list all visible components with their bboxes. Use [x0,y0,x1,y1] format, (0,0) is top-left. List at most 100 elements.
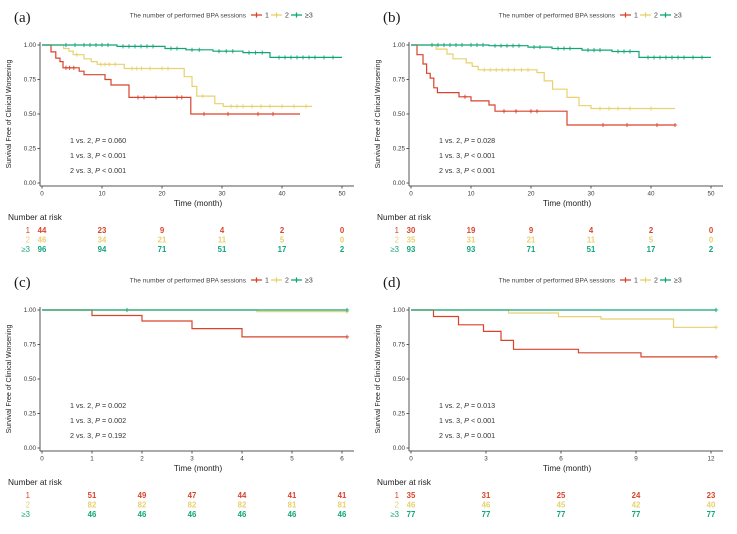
censor-mark-icon [474,42,480,48]
risk-count: 46 [88,510,97,519]
y-axis-title: Survival Free of Clinical Worsening [375,59,382,168]
risk-count: 23 [707,491,716,500]
x-tick-label: 3 [190,456,194,463]
legend-item-2: 2 [640,12,658,20]
panel-label-a: (a) [14,10,31,26]
panel-b: (b) The number of performed BPA sessions 1… [369,0,737,264]
risk-count: 82 [238,501,247,510]
censor-mark-icon [606,106,612,111]
risk-count: 0 [340,236,345,245]
censor-mark-icon [312,55,318,60]
legend-item-label: 2 [285,278,289,285]
risk-count: 93 [407,245,416,254]
y-tick-label: 0.25 [24,411,37,418]
risk-count: 2 [709,245,714,254]
censor-mark-icon [276,55,282,60]
y-tick-label: 0.00 [393,180,406,187]
panel-label-b: (b) [383,10,401,26]
censor-mark-icon [627,106,633,111]
censor-mark-icon [246,50,252,55]
risk-count: 24 [632,491,641,500]
risk-count: 4 [220,226,225,235]
censor-mark-icon [516,43,522,48]
risk-count: 31 [467,236,476,245]
pvalue-annotation: 2 vs. 3, P < 0.001 [70,166,126,175]
censor-mark-icon [225,111,231,117]
pvalue-annotation: 1 vs. 3, P < 0.001 [439,416,495,425]
legend-item-≥3: ≥3 [291,12,313,20]
censor-mark-icon [672,122,678,128]
legend-item-1: 1 [620,277,638,285]
risk-count: 81 [338,501,347,510]
risk-count: 94 [98,245,107,254]
risk-count: 46 [407,501,416,510]
risk-table-header: Number at risk [8,212,63,222]
risk-count: 4 [589,226,594,235]
censor-mark-icon [482,67,487,72]
censor-mark-icon [139,66,144,71]
risk-count: 21 [158,236,167,245]
legend-item-2: 2 [640,277,658,285]
legend-item-label: 1 [634,13,638,20]
y-tick-label: 0.00 [393,445,406,452]
censor-mark-icon [105,42,111,48]
risk-count: 71 [527,245,536,254]
x-tick-label: 40 [278,191,286,198]
censor-mark-icon [648,106,654,111]
x-axis-title: Time (month) [174,464,223,473]
censor-mark-icon [179,95,184,100]
legend-item-label: 1 [634,278,638,285]
censor-mark-icon [453,42,459,48]
censor-mark-icon [462,94,468,99]
censor-mark-icon [480,42,486,48]
risk-count: 30 [407,226,416,235]
censor-mark-icon [303,104,309,109]
censor-mark-icon [153,95,159,100]
risk-row-label: ≥3 [390,510,399,519]
censor-mark-icon [102,62,108,67]
censor-mark-icon [597,48,603,53]
risk-row-label: 2 [395,501,399,510]
legend-title: The number of performed BPA sessions [130,13,247,20]
risk-count: 93 [467,245,476,254]
risk-count: 21 [527,236,536,245]
censor-mark-icon [134,66,139,71]
risk-count: 25 [557,491,566,500]
x-tick-label: 2 [140,456,144,463]
panel-a: (a) The number of performed BPA sessions 1… [0,0,368,264]
risk-count: 51 [587,245,596,254]
risk-count: 31 [482,491,491,500]
censor-mark-icon [253,50,258,55]
risk-row-label: ≥3 [21,510,30,519]
risk-count: 0 [709,226,714,235]
risk-count: 46 [288,510,297,519]
y-tick-label: 1.00 [393,42,406,49]
censor-mark-icon [645,55,651,60]
censor-mark-icon [288,55,294,60]
censor-mark-icon [129,66,135,71]
censor-mark-icon [200,93,205,99]
censor-mark-icon [74,52,79,57]
risk-count: 71 [158,245,167,254]
risk-row-label: 1 [26,226,30,235]
pvalue-annotation: 1 vs. 2, P = 0.013 [439,401,495,410]
panel-c: (c) The number of performed BPA sessions 1… [0,265,368,529]
x-tick-label: 0 [409,191,413,198]
risk-count: 5 [649,236,654,245]
censor-mark-icon [504,43,510,48]
risk-count: 77 [557,510,566,519]
y-axis-title: Survival Free of Clinical Worsening [375,324,382,433]
pvalue-annotation: 1 vs. 2, P = 0.060 [70,136,126,145]
risk-count: 46 [338,510,347,519]
survival-curve-group2 [411,309,716,328]
censor-mark-icon [300,55,306,60]
censor-mark-icon [189,47,195,52]
risk-row-label: 2 [395,236,399,245]
censor-mark-icon [531,44,537,50]
censor-mark-icon [699,55,705,60]
risk-table-header: Number at risk [8,477,63,487]
legend-title: The number of performed BPA sessions [130,278,247,285]
risk-count: 77 [482,510,491,519]
x-tick-label: 3 [484,456,488,463]
